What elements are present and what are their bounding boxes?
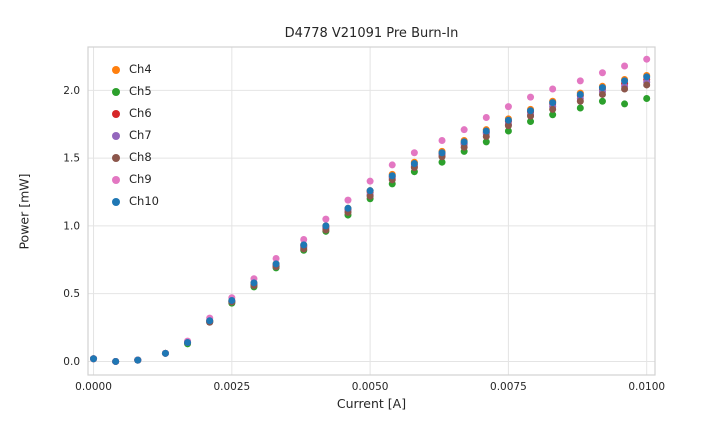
x-tick-label: 0.0025: [213, 381, 250, 393]
data-point-ch10: [438, 149, 446, 157]
data-point-ch5: [598, 97, 606, 105]
legend-label-ch9: Ch9: [129, 172, 152, 186]
data-point-ch9: [438, 137, 446, 145]
data-point-ch5: [643, 95, 651, 103]
data-point-ch10: [228, 296, 236, 304]
data-point-ch10: [344, 204, 352, 212]
data-point-ch10: [300, 241, 308, 249]
data-point-ch9: [527, 93, 535, 101]
legend-label-ch8: Ch8: [129, 150, 152, 164]
data-point-ch9: [366, 177, 374, 185]
data-point-ch8: [366, 192, 374, 200]
legend-item-ch10: Ch10: [112, 194, 159, 209]
legend-item-ch8: Ch8: [112, 150, 159, 165]
data-point-ch5: [438, 158, 446, 166]
data-point-ch10: [482, 127, 490, 135]
data-point-ch9: [410, 149, 418, 157]
legend-item-ch5: Ch5: [112, 84, 159, 99]
data-point-ch10: [272, 260, 280, 268]
data-point-ch9: [621, 62, 629, 70]
data-point-ch10: [598, 84, 606, 92]
data-point-ch10: [460, 138, 468, 146]
legend-label-ch10: Ch10: [129, 194, 159, 208]
legend-label-ch4: Ch4: [129, 62, 152, 76]
data-point-ch5: [621, 100, 629, 108]
data-point-ch9: [549, 85, 557, 93]
legend-marker-ch7: [112, 131, 120, 140]
data-point-ch5: [549, 111, 557, 119]
data-point-ch10: [206, 317, 214, 325]
data-point-ch10: [322, 222, 330, 230]
x-tick-label: 0.0100: [628, 381, 665, 393]
data-point-ch9: [576, 77, 584, 85]
data-point-ch10: [134, 356, 142, 364]
data-point-ch9: [344, 196, 352, 204]
plot-border: [87, 46, 656, 376]
data-point-ch10: [90, 355, 98, 363]
data-point-ch8: [621, 85, 629, 93]
x-tick-label: 0.0000: [75, 381, 112, 393]
legend-item-ch6: Ch6: [112, 106, 159, 121]
legend-item-ch7: Ch7: [112, 128, 159, 143]
data-point-ch10: [366, 187, 374, 195]
data-point-ch9: [460, 126, 468, 134]
data-point-ch9: [388, 161, 396, 169]
data-point-ch10: [388, 172, 396, 180]
data-point-ch5: [504, 127, 512, 135]
x-axis-label: Current [A]: [336, 396, 407, 411]
data-point-ch8: [549, 105, 557, 113]
data-point-ch9: [300, 235, 308, 243]
data-point-ch8: [504, 122, 512, 130]
data-point-ch8: [482, 132, 490, 140]
data-point-ch5: [576, 104, 584, 112]
data-point-ch10: [504, 116, 512, 124]
data-point-ch9: [504, 103, 512, 111]
y-tick-label: 2.0: [63, 85, 80, 97]
y-tick-label: 1.0: [63, 220, 80, 232]
data-point-ch10: [576, 90, 584, 98]
data-point-ch10: [549, 99, 557, 107]
x-tick-label: 0.0050: [352, 381, 389, 393]
data-point-ch10: [527, 107, 535, 115]
data-point-ch10: [410, 160, 418, 168]
data-point-ch10: [112, 357, 120, 365]
legend-marker-ch9: [112, 175, 120, 184]
data-point-ch9: [482, 113, 490, 121]
data-point-ch8: [643, 81, 651, 89]
data-point-ch8: [460, 143, 468, 151]
legend-label-ch5: Ch5: [129, 84, 152, 98]
data-point-ch10: [621, 77, 629, 85]
y-tick-label: 0.5: [63, 288, 80, 300]
data-point-ch10: [161, 349, 169, 357]
legend-label-ch6: Ch6: [129, 106, 152, 120]
legend-marker-ch5: [112, 87, 120, 96]
data-point-ch5: [527, 118, 535, 126]
data-point-ch9: [643, 55, 651, 63]
y-tick-label: 1.5: [63, 153, 80, 165]
data-point-ch8: [598, 90, 606, 98]
legend-marker-ch4: [112, 65, 120, 74]
chart-title: D4778 V21091 Pre Burn-In: [284, 26, 459, 41]
legend-item-ch4: Ch4: [112, 62, 159, 77]
data-point-ch9: [598, 69, 606, 77]
legend-marker-ch10: [112, 197, 120, 206]
y-tick-label: 0.0: [63, 356, 80, 368]
data-point-ch9: [272, 254, 280, 262]
legend-label-ch7: Ch7: [129, 128, 152, 142]
data-point-ch10: [250, 279, 258, 287]
data-point-ch5: [482, 138, 490, 146]
x-tick-label: 0.0075: [490, 381, 527, 393]
data-point-ch8: [527, 112, 535, 120]
legend-marker-ch8: [112, 153, 120, 162]
data-point-ch8: [576, 97, 584, 105]
y-axis-label: Power [mW]: [16, 173, 32, 250]
legend-item-ch9: Ch9: [112, 172, 159, 187]
data-point-ch9: [322, 215, 330, 223]
data-point-ch10: [643, 73, 651, 81]
legend: Ch4 Ch5 Ch6 Ch7 Ch8 Ch9 Ch10: [106, 58, 165, 213]
legend-marker-ch6: [112, 109, 120, 118]
data-point-ch10: [184, 338, 192, 346]
